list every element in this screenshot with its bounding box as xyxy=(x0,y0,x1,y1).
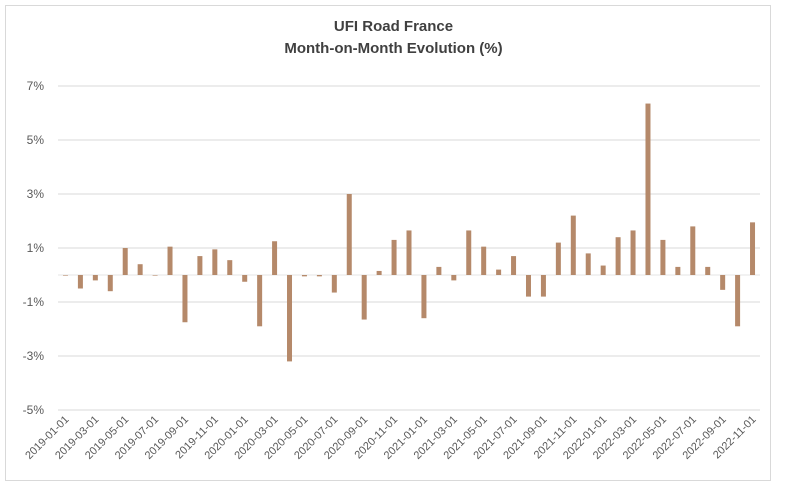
bar-2020-04-01 xyxy=(287,275,293,362)
y-tick-label: 3% xyxy=(27,187,45,201)
bar-2022-07-01 xyxy=(690,226,696,275)
y-axis-ticks: 7% 5% 3% 1% -1% -3% -5% xyxy=(23,79,45,417)
bar-2019-07-01 xyxy=(152,275,158,276)
bar-2021-08-01 xyxy=(525,275,531,297)
bar-2020-07-01 xyxy=(331,275,337,293)
bar-2021-11-01 xyxy=(570,215,576,275)
bar-2020-09-01 xyxy=(361,275,367,320)
y-tick-label: -3% xyxy=(23,349,45,363)
bar-2022-02-01 xyxy=(615,237,621,275)
bar-2019-05-01 xyxy=(122,248,128,275)
bar-2022-05-01 xyxy=(660,239,666,275)
bar-2019-12-01 xyxy=(227,260,233,275)
x-axis-ticks: 2019-01-012019-03-012019-05-012019-07-01… xyxy=(23,414,758,462)
bars xyxy=(62,103,756,362)
bar-2022-10-01 xyxy=(735,275,741,327)
bar-2021-05-01 xyxy=(481,246,487,275)
bar-2020-05-01 xyxy=(301,275,307,277)
y-tick-label: 7% xyxy=(27,79,45,93)
bar-2022-04-01 xyxy=(645,103,651,275)
bar-2020-06-01 xyxy=(316,275,322,277)
bar-2019-04-01 xyxy=(107,275,113,292)
y-tick-label: -1% xyxy=(23,295,45,309)
bar-2021-02-01 xyxy=(436,266,442,275)
bar-2021-07-01 xyxy=(511,256,517,275)
bar-2020-01-01 xyxy=(242,275,248,282)
bar-2021-06-01 xyxy=(496,269,502,275)
y-tick-label: 5% xyxy=(27,133,45,147)
bar-2019-02-01 xyxy=(77,275,83,289)
bar-2022-01-01 xyxy=(600,265,606,275)
bar-2020-11-01 xyxy=(391,239,397,275)
bar-2021-01-01 xyxy=(421,275,427,319)
bar-2020-10-01 xyxy=(376,270,382,275)
bar-2019-10-01 xyxy=(197,256,203,275)
bar-2021-12-01 xyxy=(585,253,591,275)
bar-2019-01-01 xyxy=(62,275,68,276)
bar-2021-04-01 xyxy=(466,230,472,275)
bar-2022-08-01 xyxy=(705,266,711,275)
bar-2020-03-01 xyxy=(272,241,278,275)
bar-2019-11-01 xyxy=(212,249,218,275)
bar-2019-03-01 xyxy=(92,275,98,281)
bar-2020-08-01 xyxy=(346,194,352,275)
bar-2020-12-01 xyxy=(406,230,412,275)
bar-2019-09-01 xyxy=(182,275,188,323)
bar-2022-09-01 xyxy=(720,275,726,290)
chart-title: UFI Road France xyxy=(333,18,454,35)
bar-2019-08-01 xyxy=(167,246,173,275)
bar-2020-02-01 xyxy=(257,275,263,327)
bar-2021-09-01 xyxy=(540,275,546,297)
bar-2022-03-01 xyxy=(630,230,636,275)
y-tick-label: 1% xyxy=(27,241,45,255)
bar-2021-03-01 xyxy=(451,275,457,281)
bar-2021-10-01 xyxy=(555,242,561,275)
chart-subtitle: Month-on-Month Evolution (%) xyxy=(284,40,503,57)
y-tick-label: -5% xyxy=(23,403,45,417)
bar-2019-06-01 xyxy=(137,264,143,275)
bar-2022-11-01 xyxy=(750,222,756,275)
bar-2022-06-01 xyxy=(675,266,681,275)
chart-frame xyxy=(5,5,771,481)
